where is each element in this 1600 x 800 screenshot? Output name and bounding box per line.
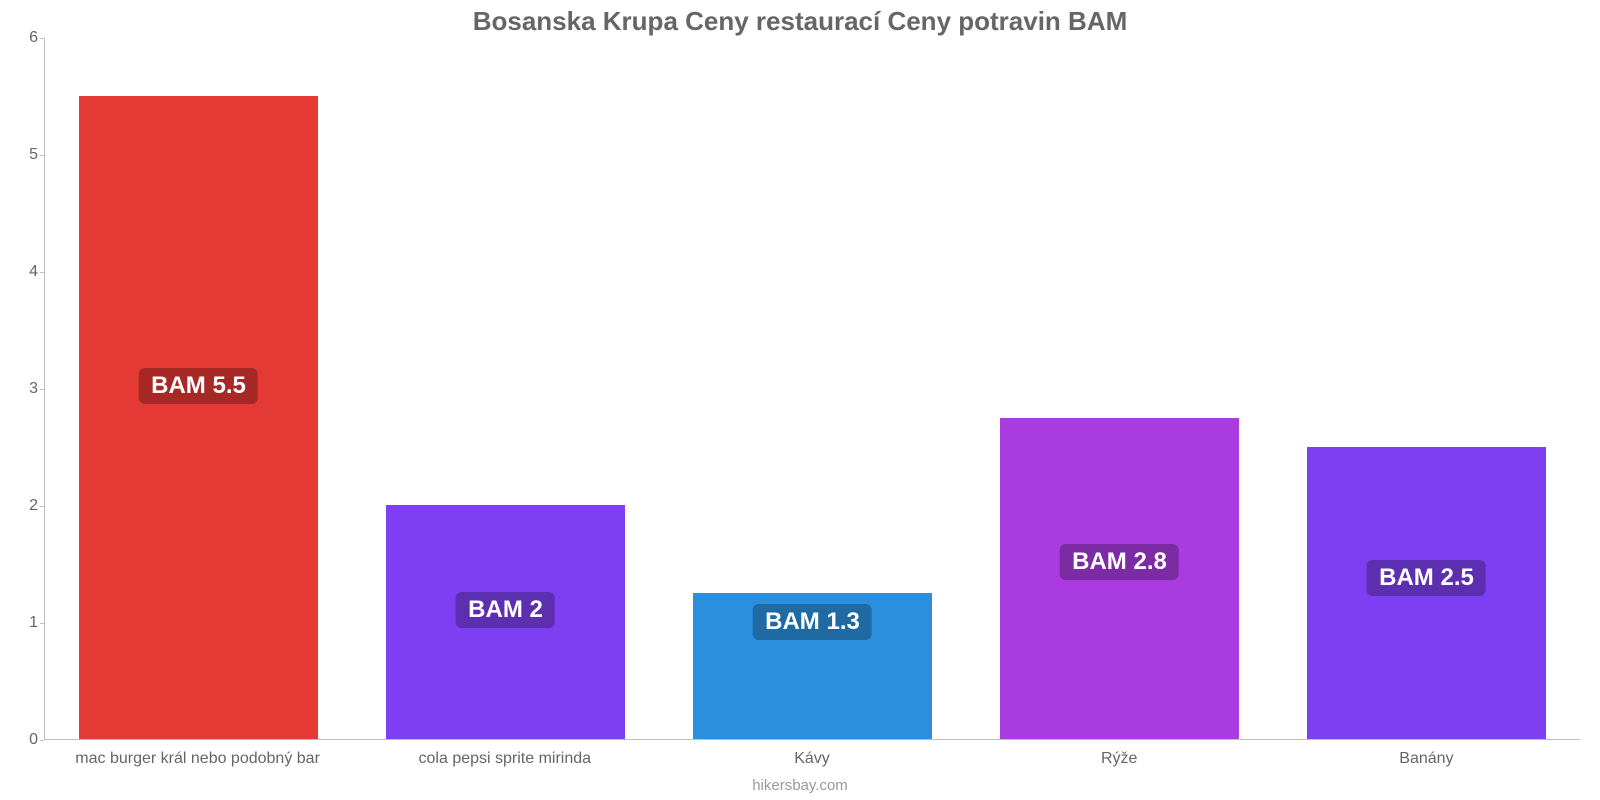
- bar-value-label: BAM 2: [456, 592, 555, 628]
- chart-caption: hikersbay.com: [0, 777, 1600, 794]
- y-tick-label: 1: [20, 614, 38, 632]
- y-tick-mark: [40, 389, 44, 390]
- bar-cola: BAM 2: [386, 505, 625, 739]
- bar-group: BAM 2.8: [966, 38, 1273, 739]
- x-axis-labels: mac burger král nebo podobný bar cola pe…: [44, 750, 1580, 768]
- bar-kavy: BAM 1.3: [693, 593, 932, 739]
- x-label: mac burger král nebo podobný bar: [44, 750, 351, 768]
- x-label: cola pepsi sprite mirinda: [351, 750, 658, 768]
- bar-group: BAM 2: [352, 38, 659, 739]
- y-tick-mark: [40, 272, 44, 273]
- y-tick-label: 0: [20, 731, 38, 749]
- bars-row: BAM 5.5 BAM 2 BAM 1.3 BAM 2.8 BA: [45, 38, 1580, 739]
- bar-value-label: BAM 1.3: [753, 604, 872, 640]
- y-tick-label: 2: [20, 497, 38, 515]
- y-tick-mark: [40, 740, 44, 741]
- y-tick-mark: [40, 623, 44, 624]
- plot-area: BAM 5.5 BAM 2 BAM 1.3 BAM 2.8 BA: [44, 38, 1580, 740]
- bar-mac-burger: BAM 5.5: [79, 96, 318, 739]
- bar-group: BAM 2.5: [1273, 38, 1580, 739]
- y-tick-mark: [40, 506, 44, 507]
- chart-title: Bosanska Krupa Ceny restaurací Ceny potr…: [0, 6, 1600, 37]
- y-tick-mark: [40, 38, 44, 39]
- bar-banany: BAM 2.5: [1307, 447, 1546, 739]
- x-label: Kávy: [658, 750, 965, 768]
- y-tick-label: 6: [20, 29, 38, 47]
- y-tick-label: 4: [20, 263, 38, 281]
- bar-value-label: BAM 5.5: [139, 368, 258, 404]
- bar-group: BAM 5.5: [45, 38, 352, 739]
- y-tick-label: 5: [20, 146, 38, 164]
- x-label: Rýže: [966, 750, 1273, 768]
- y-tick-label: 3: [20, 380, 38, 398]
- bar-ryze: BAM 2.8: [1000, 418, 1239, 739]
- chart-container: Bosanska Krupa Ceny restaurací Ceny potr…: [0, 0, 1600, 800]
- y-tick-mark: [40, 155, 44, 156]
- x-label: Banány: [1273, 750, 1580, 768]
- bar-group: BAM 1.3: [659, 38, 966, 739]
- bar-value-label: BAM 2.5: [1367, 560, 1486, 596]
- bar-value-label: BAM 2.8: [1060, 544, 1179, 580]
